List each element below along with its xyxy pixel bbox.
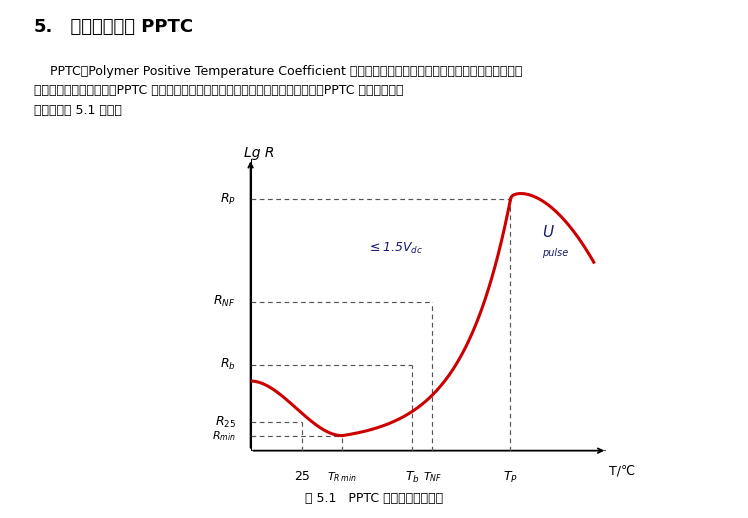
Text: $T_b$: $T_b$	[405, 470, 420, 485]
Text: $T_{R\,min}$: $T_{R\,min}$	[328, 470, 357, 484]
Text: $T_P$: $T_P$	[503, 470, 518, 485]
Text: $\leq$1.5$V_{dc}$: $\leq$1.5$V_{dc}$	[367, 241, 423, 256]
Text: 低阻态，当电流过大时，PPTC 内阻指数级增大，将电流限制到足够小而保护电路。PPTC 的电阻温一特: 低阻态，当电流过大时，PPTC 内阻指数级增大，将电流限制到足够小而保护电路。P…	[34, 84, 403, 97]
Text: 5.: 5.	[34, 18, 53, 36]
Text: $R_b$: $R_b$	[220, 357, 236, 372]
Text: T/℃: T/℃	[609, 464, 635, 477]
Text: PPTC（Polymer Positive Temperature Coefficient ），聚合物正温度系数热敏电阻。正常工作电流下呈: PPTC（Polymer Positive Temperature Coeffi…	[34, 65, 522, 78]
Text: 性曲线如图 5.1 所示。: 性曲线如图 5.1 所示。	[34, 104, 121, 117]
Text: $R_{NF}$: $R_{NF}$	[213, 294, 236, 309]
Text: 自恢复保险丝 PPTC: 自恢复保险丝 PPTC	[58, 18, 194, 36]
Text: $T_{NF}$: $T_{NF}$	[423, 470, 442, 484]
Text: Lg R: Lg R	[244, 146, 275, 160]
Text: pulse: pulse	[542, 248, 568, 257]
Text: $R_P$: $R_P$	[220, 192, 236, 207]
Text: 图 5.1   PPTC 电阻一温特性曲线: 图 5.1 PPTC 电阻一温特性曲线	[305, 492, 443, 505]
Text: $U$: $U$	[542, 224, 555, 240]
Text: $R_{25}$: $R_{25}$	[215, 414, 236, 429]
Text: $R_{min}$: $R_{min}$	[212, 429, 236, 442]
Text: 25: 25	[294, 470, 310, 483]
